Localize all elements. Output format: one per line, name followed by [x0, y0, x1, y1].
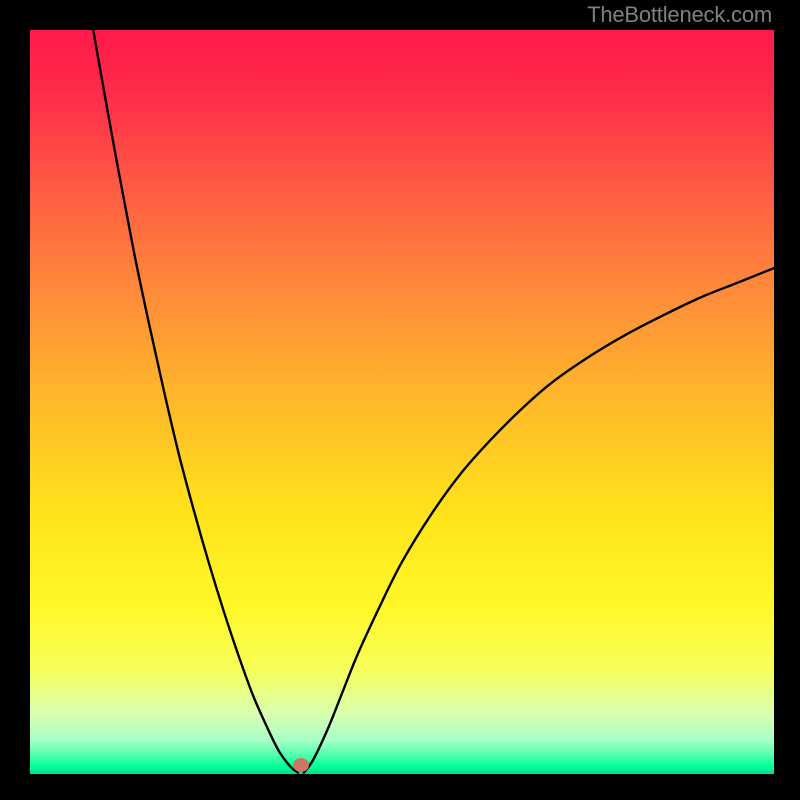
frame-left	[0, 0, 30, 800]
frame-bottom	[0, 774, 800, 800]
frame-right	[774, 0, 800, 800]
optimum-marker	[293, 758, 309, 772]
watermark-text: TheBottleneck.com	[587, 2, 772, 28]
chart-plot-area	[30, 30, 774, 774]
